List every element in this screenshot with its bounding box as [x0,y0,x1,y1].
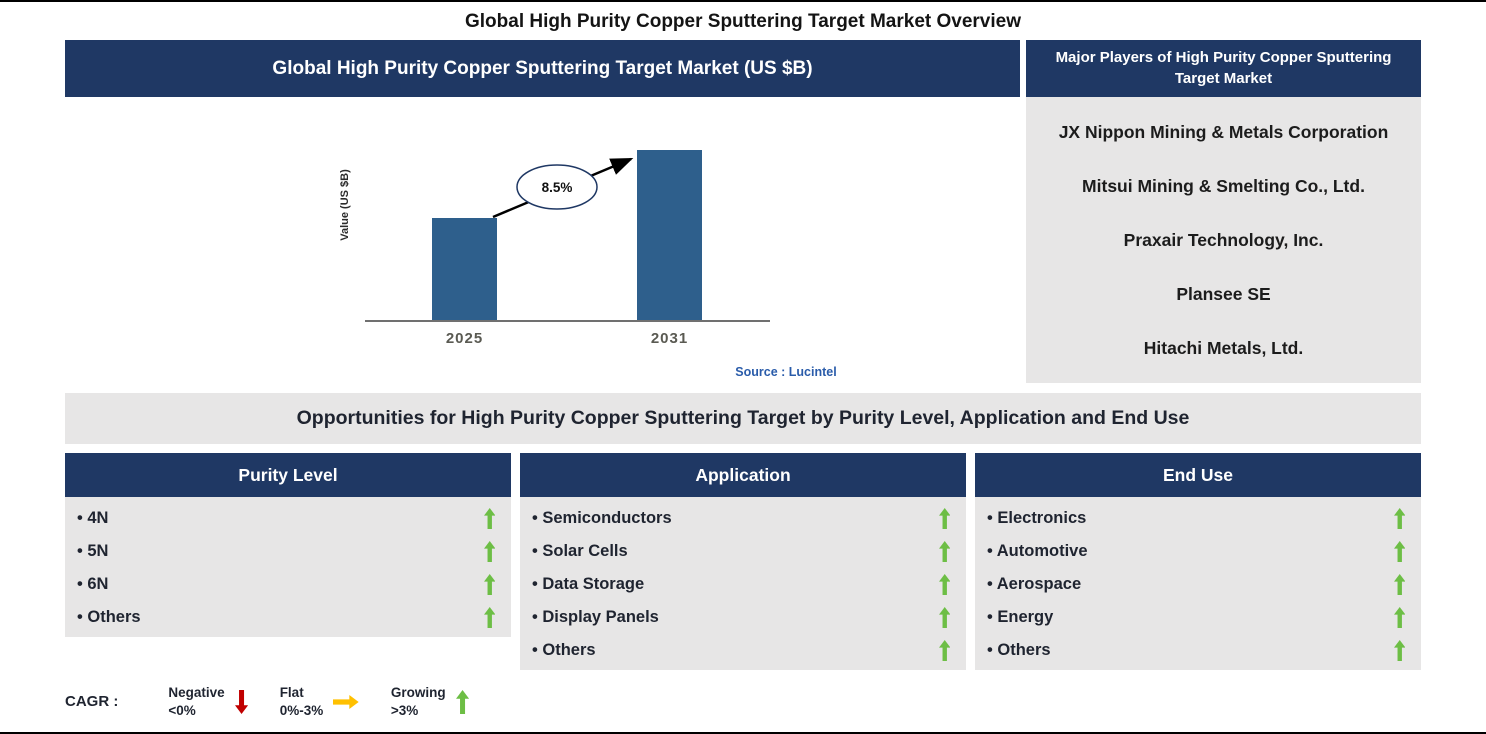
market-chart-panel: Global High Purity Copper Sputtering Tar… [65,40,1020,383]
company-name: JX Nippon Mining & Metals Corporation [1058,121,1389,142]
list-item: 6N [65,568,511,601]
major-players-panel: Major Players of High Purity Copper Sput… [1026,40,1421,383]
legend-text: Negative <0% [168,684,224,719]
list-item: Aerospace [975,568,1421,601]
list-item: Solar Cells [520,535,966,568]
list-item: 5N [65,535,511,568]
up-arrow-icon [938,640,950,661]
opportunity-columns: Purity Level 4N 5N 6N Others [65,453,1421,670]
column-application: Application Semiconductors Solar Cells D… [520,453,966,670]
growth-arrow: 8.5% [492,157,634,219]
company-name: Hitachi Metals, Ltd. [1143,337,1304,358]
legend-name: Flat [279,685,304,700]
list-item: Energy [975,601,1421,634]
up-arrow-icon [1393,574,1405,595]
list-item: Data Storage [520,568,966,601]
list-item: 4N [65,502,511,535]
list-item: Electronics [975,502,1421,535]
up-arrow-icon [483,574,495,595]
list-item: Others [65,601,511,634]
x-tick-label: 2031 [650,330,689,347]
bar [432,218,497,320]
company-name: Plansee SE [1176,283,1271,304]
column-body: 4N 5N 6N Others [65,497,511,637]
list-item: Display Panels [520,601,966,634]
legend-name: Negative [168,685,225,700]
column-purity-level: Purity Level 4N 5N 6N Others [65,453,511,637]
legend-item-growing: Growing >3% [391,684,469,719]
top-section: Global High Purity Copper Sputtering Tar… [65,40,1421,383]
page-title: Global High Purity Copper Sputtering Tar… [464,11,1022,32]
up-arrow-icon [938,607,950,628]
x-tick-label: 2025 [445,330,484,347]
column-header: Purity Level [65,453,511,497]
list-item: Others [975,634,1421,667]
list-item: Automotive [975,535,1421,568]
bar [637,150,702,320]
players-panel-header: Major Players of High Purity Copper Sput… [1026,40,1421,97]
up-arrow-icon [938,574,950,595]
column-body: Electronics Automotive Aerospace Energy … [975,497,1421,670]
right-arrow-icon [333,694,359,709]
up-arrow-icon [1393,508,1405,529]
column-header: Application [520,453,966,497]
plot-area: Value (US $B) 8.5% 2025 2 [339,150,770,347]
list-item: Others [520,634,966,667]
legend-range: >3% [390,702,419,718]
down-arrow-icon [234,689,248,714]
growth-ellipse [516,164,598,210]
company-name: Praxair Technology, Inc. [1123,229,1324,250]
up-arrow-icon [455,689,469,714]
list-item: Semiconductors [520,502,966,535]
column-header: End Use [975,453,1421,497]
legend-item-negative: Negative <0% [168,684,248,719]
up-arrow-icon [483,508,495,529]
legend-item-flat: Flat 0%-3% [280,684,359,719]
players-list: JX Nippon Mining & Metals Corporation Mi… [1026,97,1421,383]
legend-text: Growing >3% [391,684,446,719]
bar-chart: Value (US $B) 8.5% 2025 2 [65,97,1020,383]
legend-text: Flat 0%-3% [280,684,324,719]
opportunities-title: Opportunities for High Purity Copper Spu… [65,393,1421,444]
legend-label: CAGR : [65,693,119,711]
up-arrow-icon [938,508,950,529]
legend-range: 0%-3% [279,702,324,718]
company-name: Mitsui Mining & Smelting Co., Ltd. [1082,175,1365,196]
up-arrow-icon [1393,541,1405,562]
legend-range: <0% [168,702,196,718]
growth-label: 8.5% [542,180,573,195]
chart-panel-header: Global High Purity Copper Sputtering Tar… [65,40,1020,97]
source-label: Source : Lucintel [735,365,837,379]
up-arrow-icon [938,541,950,562]
up-arrow-icon [1393,607,1405,628]
up-arrow-icon [1393,640,1405,661]
legend-name: Growing [390,685,446,700]
y-axis-label: Value (US $B) [339,169,351,241]
up-arrow-icon [483,607,495,628]
up-arrow-icon [483,541,495,562]
column-body: Semiconductors Solar Cells Data Storage … [520,497,966,670]
cagr-legend: CAGR : Negative <0% Flat 0%-3% Growing >… [65,684,1486,719]
column-end-use: End Use Electronics Automotive Aerospace… [975,453,1421,670]
